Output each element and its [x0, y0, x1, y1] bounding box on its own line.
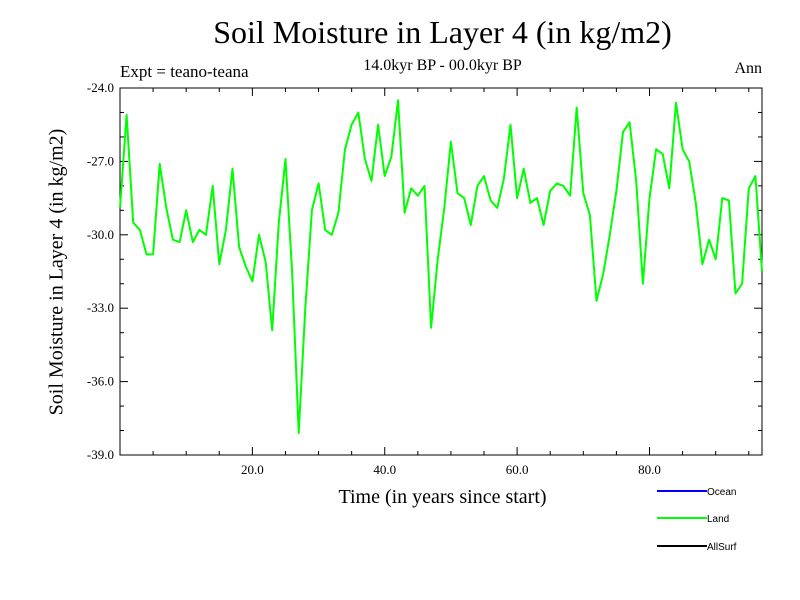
y-tick-label: -39.0	[87, 447, 114, 462]
season-label: Ann	[734, 60, 762, 77]
plot-border	[119, 87, 763, 456]
y-tick-label: -33.0	[87, 300, 114, 315]
legend-label-allsurf: AllSurf	[707, 542, 737, 553]
x-tick-label: 60.0	[506, 462, 529, 477]
axis-ticks: -24.0 -27.0 -30.0 -33.0 -36.0 -39.0 20.0 40.0 60…	[87, 80, 762, 477]
plot-frame	[119, 87, 763, 456]
legend: Ocean Land AllSurf	[657, 487, 737, 553]
y-tick-label: -36.0	[87, 374, 114, 389]
x-tick-label: 40.0	[373, 462, 396, 477]
y-tick-label: -27.0	[87, 153, 114, 168]
x-axis-label: Time (in years since start)	[338, 486, 547, 508]
chart-subtitle: 14.0kyr BP - 00.0kyr BP	[363, 57, 522, 74]
legend-label-land: Land	[707, 514, 729, 525]
y-tick-label: -30.0	[87, 227, 114, 242]
y-tick-label: -24.0	[87, 80, 114, 95]
x-tick-label: 20.0	[241, 462, 264, 477]
experiment-label: Expt = teano-teana	[120, 62, 249, 81]
series-layer	[119, 99, 763, 434]
legend-label-ocean: Ocean	[707, 487, 736, 498]
x-tick-label: 80.0	[638, 462, 661, 477]
chart-title: Soil Moisture in Layer 4 (in kg/m2)	[213, 14, 672, 50]
series-line-land	[119, 99, 763, 434]
